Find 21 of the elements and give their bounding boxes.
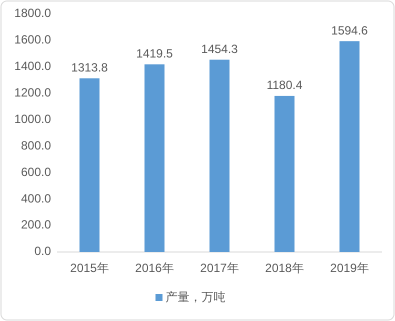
ytick: 1000.0 [14, 112, 51, 126]
data-label: 1180.4 [266, 78, 302, 92]
ytick: 200.0 [20, 218, 51, 232]
ytick: 1400.0 [14, 59, 51, 74]
xtick: 2016年 [135, 261, 174, 276]
xtick: 2018年 [265, 261, 304, 276]
xtick: 2019年 [330, 261, 369, 276]
data-label: 1594.6 [331, 23, 368, 38]
ytick: 0.0 [34, 244, 51, 258]
data-label: 1454.3 [201, 42, 238, 56]
ytick: 1200.0 [14, 86, 51, 100]
ytick: 1600.0 [14, 32, 51, 47]
xtick: 2015年 [70, 261, 109, 276]
legend-label: 产量，万吨 [166, 290, 226, 304]
xtick: 2017年 [200, 261, 239, 276]
ytick: 800.0 [20, 138, 51, 152]
data-label: 1419.5 [136, 46, 173, 60]
ytick: 1800.0 [14, 6, 51, 20]
ytick: 600.0 [20, 164, 51, 179]
ytick: 400.0 [20, 191, 51, 206]
data-label: 1313.8 [71, 60, 108, 74]
